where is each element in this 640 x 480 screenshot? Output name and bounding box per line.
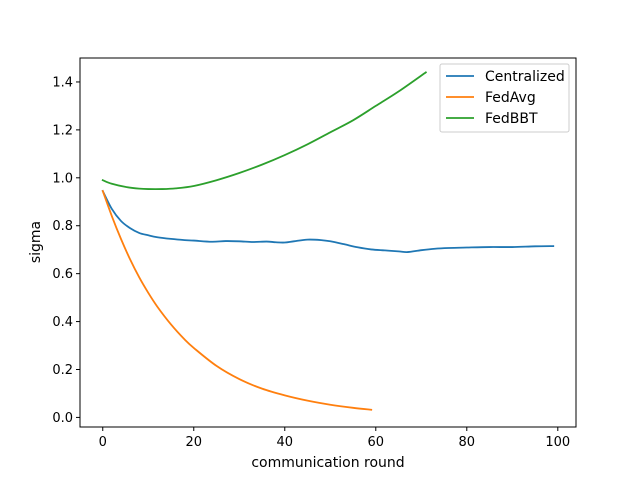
plot-frame [79,57,577,428]
y-tick-label-1: 0.2 [52,363,73,378]
y-axis: 0.0 0.2 0.4 0.6 0.8 1.0 1.2 1.4 [52,75,80,426]
series-line-centralized [101,189,555,254]
y-tick-label-6: 1.2 [52,123,73,138]
series-layer [101,71,555,411]
y-axis-label: sigma [28,221,44,263]
x-axis: 0 20 40 60 80 100 [99,427,570,450]
legend-box [439,63,570,133]
x-tick-label-80: 80 [459,435,476,450]
x-tick-label-0: 0 [99,435,107,450]
x-axis-label: communication round [251,455,404,471]
y-tick-label-2: 0.4 [52,315,73,330]
y-tick-label-7: 1.4 [52,75,73,90]
y-tick-label-5: 1.0 [52,171,73,186]
x-tick-label-40: 40 [276,435,293,450]
y-tick-label-4: 0.8 [52,219,73,234]
series-line-fedavg [101,189,373,411]
y-tick-label-3: 0.6 [52,267,73,282]
legend-label-fedavg: FedAvg [485,90,536,106]
x-tick-label-20: 20 [185,435,202,450]
x-tick-label-100: 100 [545,435,570,450]
series-line-fedbbt [101,71,428,191]
x-tick-label-60: 60 [368,435,385,450]
legend-label-centralized: Centralized [485,69,565,85]
legend: Centralized FedAvg FedBBT [439,63,570,133]
y-tick-label-0: 0.0 [52,411,73,426]
legend-label-fedbbt: FedBBT [485,111,538,127]
